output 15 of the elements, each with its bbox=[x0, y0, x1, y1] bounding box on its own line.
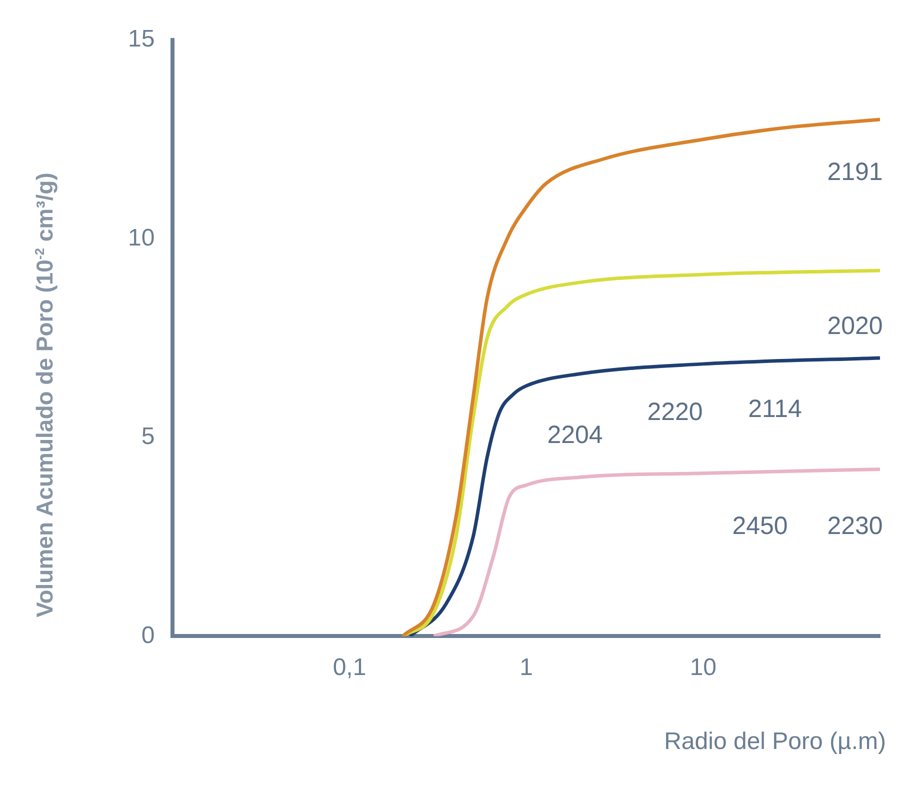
annotation: 2020 bbox=[827, 312, 883, 340]
x-tick-label: 1 bbox=[520, 654, 534, 682]
annotation: 2204 bbox=[547, 420, 603, 449]
annotation: 2450 bbox=[732, 512, 788, 540]
x-axis-title: Radio del Poro (µ.m) bbox=[664, 728, 886, 756]
annotation: 2230 bbox=[827, 512, 883, 540]
x-tick-label: 10 bbox=[690, 654, 717, 682]
y-tick-label: 5 bbox=[141, 423, 155, 450]
y-tick-label: 10 bbox=[128, 224, 155, 252]
annotation: 2220 bbox=[647, 398, 703, 426]
annotation: 2114 bbox=[748, 394, 802, 423]
x-tick-label: 0,1 bbox=[332, 654, 366, 682]
y-tick-label: 15 bbox=[128, 26, 155, 53]
annotation: 2191 bbox=[827, 158, 883, 186]
y-tick-label: 0 bbox=[141, 622, 155, 649]
